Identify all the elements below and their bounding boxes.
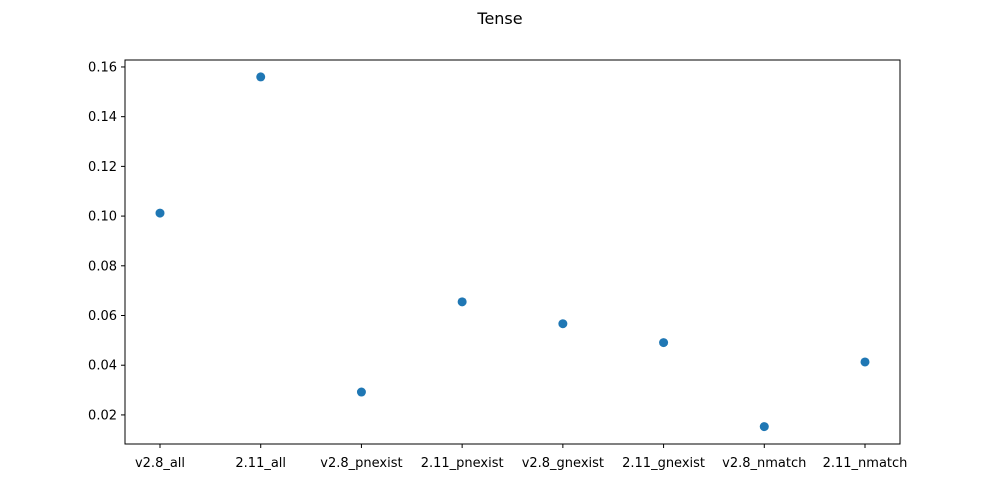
x-tick-label: 2.11_gnexist [622, 456, 705, 471]
data-point [356, 387, 366, 397]
y-tick-label: 0.14 [88, 110, 117, 125]
x-tick-label: 2.11_pnexist [421, 456, 504, 471]
y-tick-label: 0.04 [88, 359, 117, 374]
x-tick-label: v2.8_pnexist [320, 456, 402, 471]
x-tick-label: v2.8_nmatch [722, 456, 806, 471]
data-point [256, 72, 266, 82]
data-point [558, 319, 568, 329]
plot-area [124, 59, 901, 445]
y-tick-label: 0.06 [88, 309, 117, 324]
chart-title: Tense [476, 9, 522, 28]
data-point [759, 422, 769, 432]
y-tick-label: 0.02 [88, 408, 117, 423]
data-points [155, 72, 870, 432]
y-tick-label: 0.08 [88, 259, 117, 274]
data-point [457, 297, 467, 307]
data-point [659, 338, 669, 348]
data-point [155, 208, 165, 218]
y-tick-label: 0.12 [88, 160, 117, 175]
x-tick-label: 2.11_nmatch [823, 456, 908, 471]
y-axis: 0.02 0.04 0.06 0.08 0.10 0.12 0.14 0.16 [88, 60, 125, 423]
data-point [860, 357, 870, 367]
y-tick-label: 0.10 [88, 210, 117, 225]
x-tick-label: v2.8_gnexist [522, 456, 604, 471]
y-tick-label: 0.16 [88, 60, 117, 75]
x-axis: v2.8_all 2.11_all v2.8_pnexist 2.11_pnexist… [135, 444, 907, 471]
x-tick-label: v2.8_all [135, 456, 185, 471]
x-tick-label: 2.11_all [235, 456, 286, 471]
